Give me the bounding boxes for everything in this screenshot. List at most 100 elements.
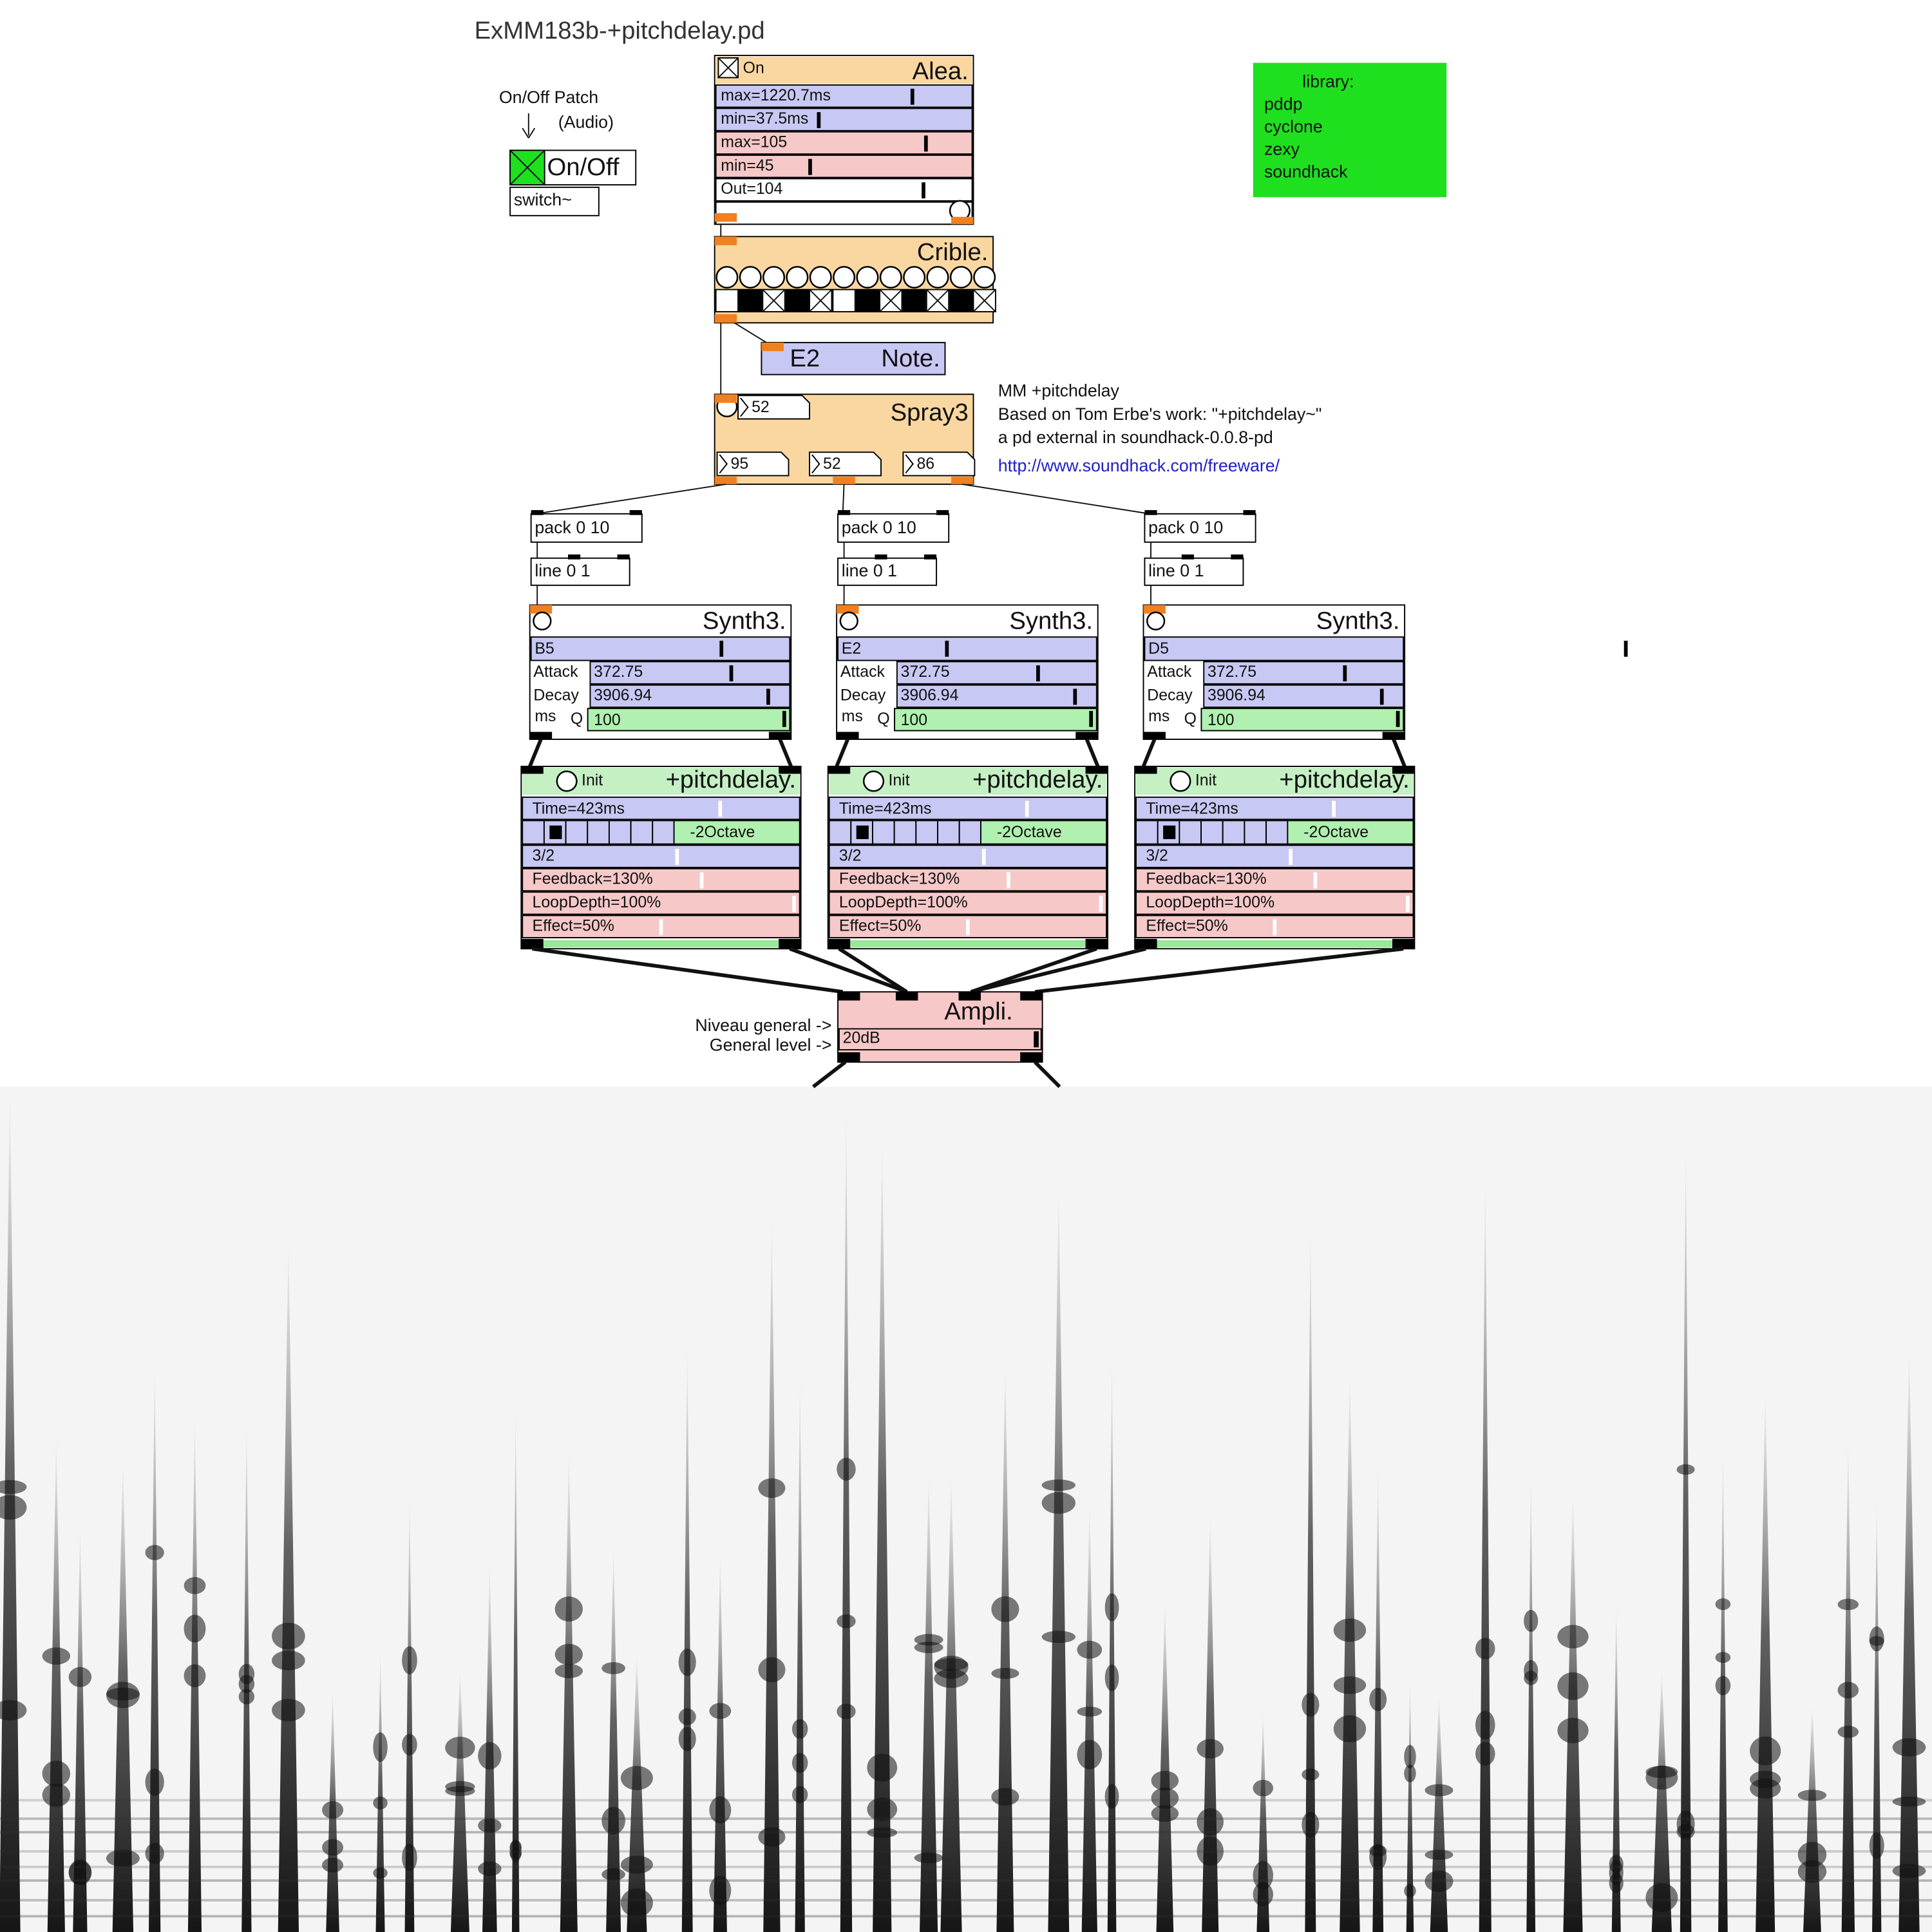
radio-cell[interactable] (1179, 820, 1202, 845)
outlet (1085, 938, 1108, 949)
spectral-peak (1104, 1664, 1119, 1692)
spectral-streak (1479, 1168, 1492, 1932)
slider[interactable] (1135, 844, 1414, 868)
radio-cell[interactable] (1244, 820, 1267, 845)
radio-cell[interactable] (1222, 820, 1245, 845)
slider-knob (729, 665, 734, 682)
radio-cell[interactable] (915, 820, 938, 845)
slider[interactable] (522, 891, 800, 915)
slider[interactable] (828, 796, 1108, 820)
radio-cell[interactable] (872, 820, 895, 845)
slider[interactable] (715, 108, 973, 131)
radio-cell[interactable] (1135, 820, 1159, 845)
slider[interactable] (894, 708, 1097, 732)
bang[interactable] (926, 265, 949, 289)
slider[interactable] (587, 708, 791, 732)
radio-cell[interactable] (522, 820, 545, 845)
toggle[interactable] (715, 289, 739, 313)
toggle[interactable] (832, 289, 856, 313)
slider[interactable] (896, 661, 1097, 685)
slider[interactable] (522, 844, 800, 868)
spectral-peak (1253, 1779, 1274, 1797)
radio-cell[interactable] (937, 820, 960, 845)
radio-cell[interactable] (893, 820, 917, 845)
bang[interactable] (786, 265, 809, 289)
radio-cell[interactable] (652, 820, 675, 845)
slider[interactable] (1135, 796, 1414, 820)
slider-knob (1624, 640, 1628, 657)
slider[interactable] (1203, 684, 1405, 708)
number-box[interactable] (716, 451, 790, 477)
slider-knob (718, 800, 723, 817)
slider[interactable] (715, 84, 973, 108)
radio-cell[interactable] (1200, 820, 1224, 845)
slider[interactable] (828, 891, 1108, 915)
slider[interactable] (530, 636, 791, 661)
spectral-streak (560, 1448, 578, 1932)
slider[interactable] (1144, 636, 1405, 661)
outlet (1135, 938, 1157, 949)
spectral-peak (1302, 1768, 1320, 1781)
bang[interactable] (762, 265, 786, 289)
slider[interactable] (589, 684, 791, 708)
slider[interactable] (522, 796, 800, 820)
bang[interactable] (809, 265, 832, 289)
slider[interactable] (1135, 891, 1414, 915)
radio-cell[interactable] (587, 820, 610, 845)
slider[interactable] (589, 661, 791, 685)
radio-cell[interactable] (608, 820, 632, 845)
bang[interactable] (903, 265, 926, 289)
toggle[interactable] (902, 289, 926, 313)
spectral-peak (1197, 1836, 1224, 1866)
spectral-peak (934, 1669, 969, 1688)
bang[interactable] (973, 265, 996, 289)
slider[interactable] (838, 1028, 1042, 1051)
bang[interactable] (856, 265, 879, 289)
inlet (1243, 510, 1256, 515)
toggle[interactable] (739, 289, 762, 313)
gop-title: Synth3. (1316, 607, 1400, 634)
bang[interactable] (839, 611, 858, 630)
spectral-peak (1151, 1770, 1179, 1791)
radio-cell[interactable] (1265, 820, 1289, 845)
slider-caption: Decay (533, 687, 579, 705)
bang[interactable] (949, 265, 972, 289)
number-box[interactable] (737, 395, 810, 420)
toggle[interactable] (949, 289, 973, 313)
number-box[interactable] (809, 451, 882, 477)
bang[interactable] (715, 265, 739, 289)
spectral-peak (238, 1663, 255, 1685)
bang[interactable] (879, 265, 902, 289)
slider[interactable] (715, 131, 973, 155)
slider[interactable] (828, 867, 1108, 892)
slider[interactable] (896, 684, 1097, 708)
radio-cell[interactable] (828, 820, 852, 845)
bang[interactable] (533, 611, 552, 630)
slider[interactable] (715, 155, 973, 178)
radio-cell[interactable] (958, 820, 982, 845)
slider[interactable] (715, 178, 973, 202)
bang[interactable] (1170, 770, 1191, 792)
slider[interactable] (828, 844, 1108, 868)
slider[interactable] (1203, 661, 1405, 685)
slider[interactable] (522, 867, 800, 892)
spectral-peak (1557, 1625, 1589, 1649)
bang[interactable] (862, 770, 885, 792)
slider-label: 3906.94 (901, 687, 959, 705)
slider[interactable] (837, 636, 1097, 661)
link[interactable]: http://www.soundhack.com/freeware/ (998, 456, 1280, 475)
wire (809, 289, 833, 312)
slider-knob (1406, 895, 1410, 912)
radio-cell[interactable] (630, 820, 654, 845)
radio-cell[interactable] (565, 820, 589, 845)
slider[interactable] (1200, 708, 1405, 732)
bang[interactable] (556, 770, 578, 792)
toggle[interactable] (785, 289, 810, 313)
object-text: switch~ (514, 190, 572, 209)
bang[interactable] (739, 265, 762, 289)
bang[interactable] (833, 265, 856, 289)
number-box[interactable] (902, 451, 976, 477)
bang[interactable] (1146, 611, 1166, 630)
toggle[interactable] (855, 289, 880, 313)
slider[interactable] (1135, 867, 1414, 892)
